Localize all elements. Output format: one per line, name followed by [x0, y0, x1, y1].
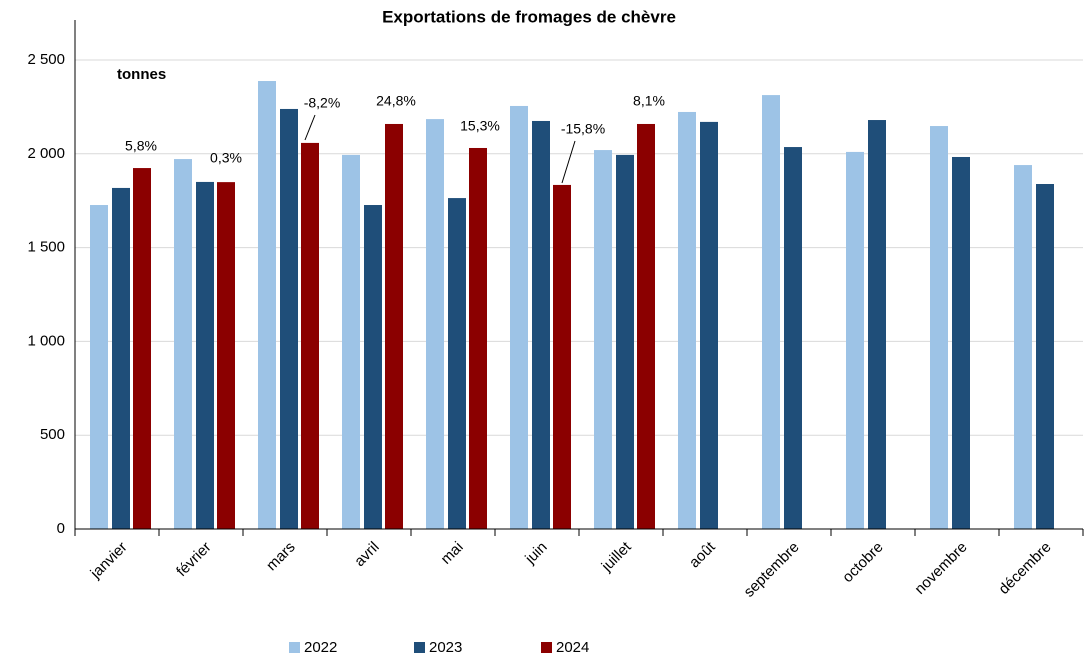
- legend-label: 2023: [429, 639, 462, 656]
- unit-label: tonnes: [117, 66, 166, 83]
- annotation: 5,8%: [125, 138, 157, 154]
- bar: [594, 150, 612, 529]
- x-tick-label: décembre: [995, 539, 1054, 598]
- y-tick-label: 2 000: [27, 145, 65, 162]
- annotation: 8,1%: [633, 93, 665, 109]
- bar: [90, 205, 108, 529]
- y-tick-label: 1 000: [27, 332, 65, 349]
- y-tick-label: 2 500: [27, 51, 65, 68]
- bar: [112, 187, 130, 529]
- bar: [700, 121, 718, 530]
- bar: [426, 119, 444, 530]
- bar: [616, 154, 634, 529]
- legend-label: 2024: [556, 639, 589, 656]
- x-tick-label: mai: [438, 539, 467, 568]
- x-tick-label: août: [686, 538, 719, 571]
- bar: [846, 151, 864, 529]
- bar: [510, 105, 528, 529]
- bar: [174, 159, 192, 529]
- bar: [678, 111, 696, 529]
- x-tick-label: novembre: [911, 539, 970, 598]
- x-tick-label: octobre: [839, 539, 886, 586]
- annotation: 15,3%: [460, 118, 500, 134]
- bar: [952, 156, 970, 529]
- x-tick-label: janvier: [87, 539, 131, 583]
- bar: [637, 123, 655, 529]
- bar: [1036, 184, 1054, 529]
- bar: [364, 205, 382, 529]
- bar: [385, 123, 403, 529]
- bar: [133, 168, 151, 529]
- annotation: 24,8%: [376, 93, 416, 109]
- y-tick-label: 0: [57, 520, 65, 537]
- annotation: -8,2%: [304, 95, 341, 111]
- chart-title: Exportations de fromages de chèvre: [382, 7, 676, 26]
- legend-swatch: [541, 642, 552, 653]
- legend-label: 2022: [304, 639, 337, 656]
- annotation: 0,3%: [210, 150, 242, 166]
- bar: [784, 147, 802, 530]
- bar: [196, 181, 214, 529]
- legend-swatch: [414, 642, 425, 653]
- bar: [301, 142, 319, 530]
- x-tick-label: juin: [521, 539, 550, 568]
- bar: [532, 120, 550, 529]
- leader-line: [304, 114, 316, 141]
- x-tick-label: mars: [263, 539, 299, 575]
- bar: [217, 182, 235, 529]
- annotation: -15,8%: [561, 121, 605, 137]
- bar: [258, 81, 276, 529]
- bar: [469, 147, 487, 529]
- leader-line: [561, 140, 576, 184]
- y-tick-label: 1 500: [27, 239, 65, 256]
- bar: [868, 120, 886, 530]
- bar: [448, 198, 466, 529]
- x-tick-label: juillet: [598, 538, 635, 575]
- bar: [342, 154, 360, 529]
- bar: [930, 126, 948, 529]
- legend-swatch: [289, 642, 300, 653]
- y-tick-label: 500: [40, 426, 65, 443]
- bar: [1014, 165, 1032, 529]
- x-tick-label: septembre: [740, 539, 802, 601]
- x-tick-label: avril: [351, 539, 382, 570]
- bar: [280, 108, 298, 530]
- bar: [762, 95, 780, 529]
- x-tick-label: février: [173, 539, 214, 580]
- bar: [553, 184, 571, 530]
